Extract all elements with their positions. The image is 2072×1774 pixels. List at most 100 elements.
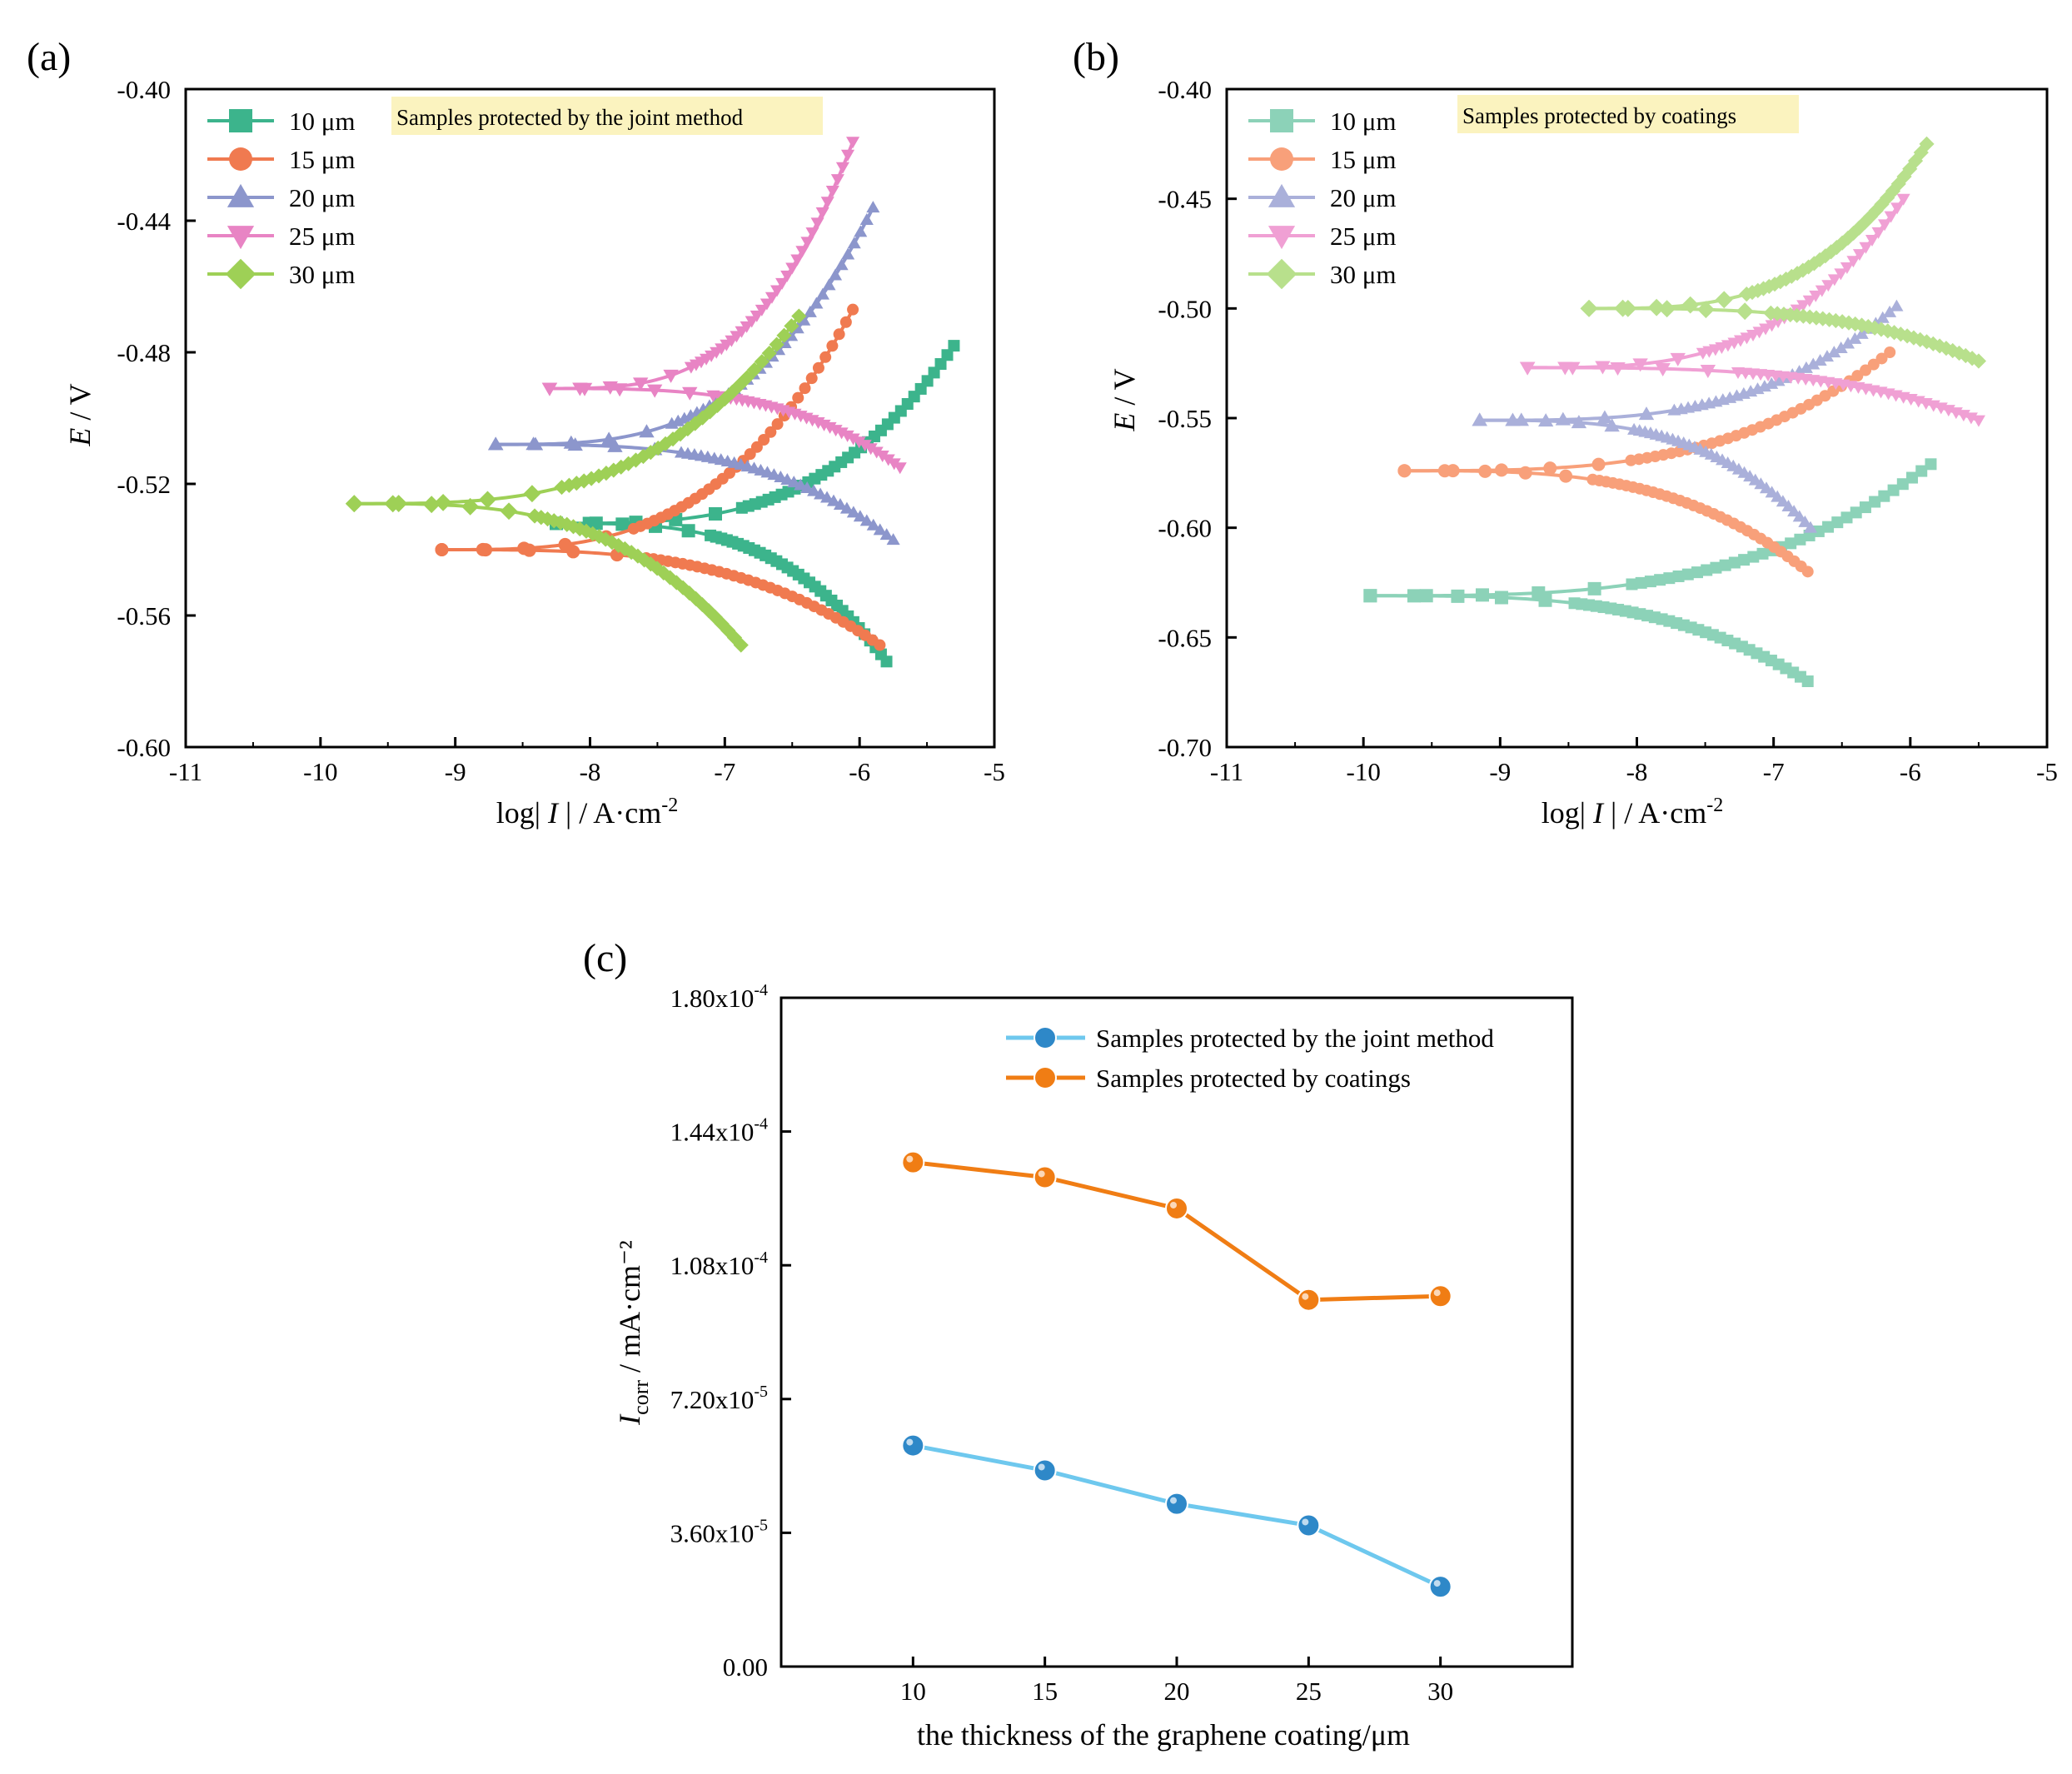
panel-c: (c) 10 15 20 25 30 0.00 3.60x10-5 7.20x10-5 1.08… <box>583 936 1574 1752</box>
anodic-marker <box>1715 291 1733 309</box>
cathodic-marker <box>869 446 884 459</box>
anodic-branch <box>549 141 854 391</box>
panel-c-label: (c) <box>583 936 627 980</box>
anodic-marker <box>1834 341 1848 353</box>
anodic-marker <box>1815 285 1829 297</box>
anodic-marker <box>846 137 860 149</box>
anodic-marker <box>784 318 799 334</box>
anodic-marker <box>755 304 769 316</box>
anodic-marker <box>847 303 859 316</box>
anodic-marker <box>826 340 839 352</box>
data-point <box>901 1150 925 1174</box>
anodic-marker <box>1691 566 1704 579</box>
anodic-marker <box>1806 256 1822 272</box>
cathodic-marker <box>1938 341 1955 356</box>
anodic-marker <box>948 340 960 352</box>
y-tick-label: 7.20x10-5 <box>670 1383 768 1414</box>
panel-b-ticks: -11 -10 -9 -8 -7 -6 -5 -0.70 -0.65 -0.60 -0.55 -0.5… <box>1158 75 2057 786</box>
anodic-marker <box>1848 331 1862 344</box>
anodic-marker <box>1883 305 1897 317</box>
anodic-marker <box>1809 290 1823 302</box>
cathodic-marker <box>1970 353 1987 369</box>
y-tick-label: -0.60 <box>1158 514 1212 543</box>
legend-marker <box>225 258 257 290</box>
cathodic-marker <box>1518 466 1532 480</box>
anodic-marker <box>1850 506 1862 519</box>
data-point-highlight <box>1433 1580 1441 1587</box>
anodic-marker <box>805 372 818 385</box>
panel-b-x-label: log| I | / A·cm-2 <box>1542 795 1723 830</box>
legend-label: 15 μm <box>289 145 355 174</box>
anodic-marker <box>750 441 763 453</box>
cathodic-marker <box>681 586 697 601</box>
panel-c-series <box>901 1150 1452 1599</box>
y-tick-label: 1.08x10-4 <box>670 1248 768 1280</box>
data-point <box>1297 1513 1321 1537</box>
anodic-marker <box>771 418 784 431</box>
cathodic-marker <box>566 545 580 559</box>
cathodic-marker <box>875 450 889 462</box>
anodic-marker <box>822 278 836 291</box>
cathodic-marker <box>681 524 695 538</box>
cathodic-marker <box>1437 464 1452 478</box>
anodic-marker <box>1890 299 1904 311</box>
anodic-marker <box>760 298 774 311</box>
anodic-marker <box>765 426 777 438</box>
anodic-marker <box>1859 501 1871 514</box>
x-tick-label: 20 <box>1164 1677 1190 1706</box>
anodic-marker <box>776 327 792 343</box>
anodic-marker <box>1596 410 1613 424</box>
data-point <box>901 1433 925 1458</box>
anodic-marker <box>1771 374 1786 386</box>
series-line <box>901 1150 1452 1312</box>
cathodic-marker <box>1538 593 1552 607</box>
cathodic-marker <box>1840 315 1857 331</box>
panel-c-x-label: the thickness of the graphene coating/μm <box>917 1718 1410 1752</box>
anodic-marker <box>770 285 784 297</box>
x-tick-label: -10 <box>303 757 337 786</box>
anodic-marker <box>1587 581 1601 595</box>
cathodic-marker <box>886 533 900 546</box>
cathodic-marker <box>1792 510 1806 522</box>
x-tick-label: -8 <box>580 757 601 786</box>
anodic-marker <box>613 459 629 475</box>
series-30-μm <box>1580 136 1987 369</box>
anodic-marker <box>1840 336 1855 349</box>
anodic-marker <box>739 370 755 386</box>
x-tick-label: -7 <box>1763 757 1785 786</box>
legend-label: 25 μm <box>1330 222 1396 251</box>
panel-c-ticks: 10 15 20 25 30 0.00 3.60x10-5 7.20x10-5 1.08x10-… <box>670 981 1454 1706</box>
y-tick-label: -0.56 <box>117 601 171 630</box>
y-tick-label: -0.48 <box>117 338 171 367</box>
cathodic-marker <box>576 382 593 396</box>
cathodic-marker <box>1559 469 1573 483</box>
anodic-marker <box>1785 537 1797 550</box>
anodic-marker <box>803 305 817 317</box>
anodic-marker <box>709 507 723 521</box>
series-25-μm <box>1519 193 1985 427</box>
panel-a-label: (a) <box>27 35 71 79</box>
anodic-marker <box>479 491 496 509</box>
legend-marker <box>1268 226 1296 250</box>
anodic-marker <box>639 424 655 438</box>
x-tick-label: 25 <box>1296 1677 1322 1706</box>
anodic-marker <box>761 346 777 361</box>
cathodic-marker <box>1835 314 1850 330</box>
cathodic-marker <box>893 462 907 475</box>
legend-marker <box>227 183 255 207</box>
cathodic-marker <box>807 484 821 496</box>
anodic-marker <box>1817 248 1833 264</box>
cathodic-marker <box>1519 361 1536 376</box>
anodic-marker <box>1835 235 1850 251</box>
cathodic-marker <box>1580 299 1598 317</box>
anodic-marker <box>1784 268 1800 284</box>
cathodic-marker <box>500 502 518 521</box>
anodic-marker <box>1827 274 1841 287</box>
anodic-marker <box>1635 576 1647 589</box>
anodic-marker <box>1654 574 1666 586</box>
anodic-marker <box>780 270 794 282</box>
data-point <box>1165 1492 1188 1516</box>
anodic-marker <box>758 434 770 446</box>
cathodic-marker <box>1880 323 1895 339</box>
cathodic-marker <box>1505 412 1521 426</box>
